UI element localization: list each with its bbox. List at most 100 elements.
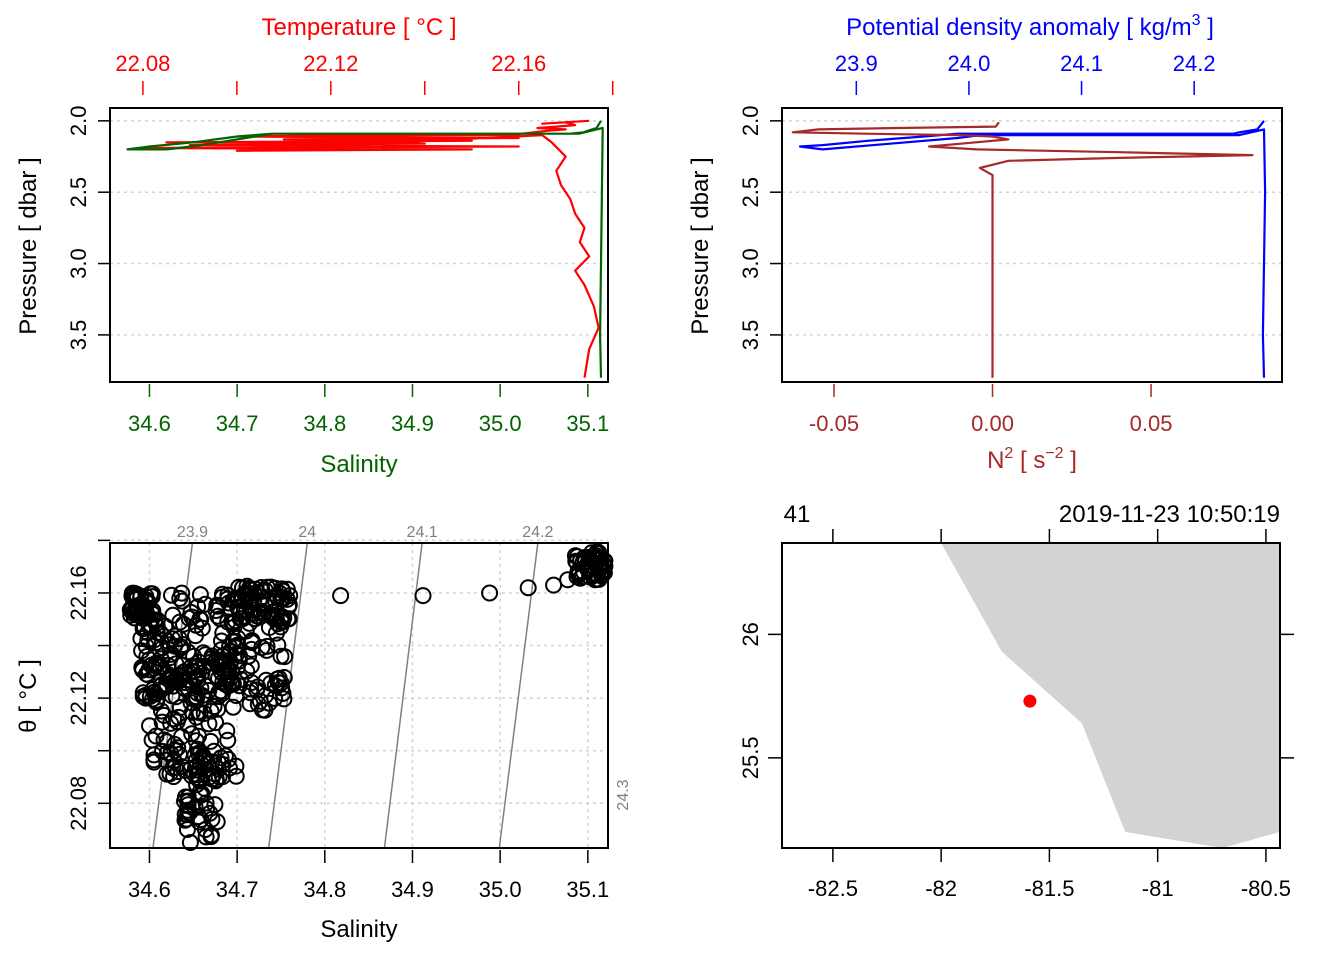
tick-label-pressure: 2.5 <box>66 177 91 208</box>
salinity-axis-title: Salinity <box>320 451 397 478</box>
tick-label-pressure: 2.5 <box>738 177 763 208</box>
plot-frame <box>781 107 1283 383</box>
data-point <box>208 813 226 831</box>
isopycnal-label: 24.3 <box>615 779 632 810</box>
tick-label-n2: 0.00 <box>971 411 1014 436</box>
tick-label-theta: 22.08 <box>66 776 91 831</box>
data-point <box>174 678 192 696</box>
temperature-axis-title: Temperature [ °C ] <box>262 14 457 41</box>
data-point <box>247 580 264 598</box>
data-point <box>178 821 196 838</box>
data-point <box>574 554 592 572</box>
tick-label-density: 24.1 <box>1060 51 1103 76</box>
data-point <box>242 657 260 675</box>
data-point <box>145 753 163 771</box>
data-point <box>274 612 292 630</box>
tick-label-salinity: 34.8 <box>303 877 346 902</box>
salinity-axis-title: Salinity <box>320 916 397 943</box>
data-point <box>210 768 228 786</box>
isopycnal-label: 24.1 <box>407 524 438 541</box>
data-point <box>545 576 563 594</box>
tick-label-longitude: -81.5 <box>1024 876 1074 901</box>
data-point <box>133 658 151 676</box>
data-point <box>190 808 207 826</box>
station-marker <box>1023 694 1037 708</box>
data-point <box>164 606 182 624</box>
data-point <box>332 587 350 605</box>
data-point <box>579 560 597 578</box>
tick-label-density: 23.9 <box>835 51 878 76</box>
station-time-label: 2019-11-23 10:50:19 <box>1059 501 1280 528</box>
data-point <box>138 648 156 665</box>
data-point <box>242 680 260 698</box>
data-point <box>237 622 255 640</box>
data-point <box>166 736 184 753</box>
data-point <box>194 644 212 662</box>
tick-label-n2: -0.05 <box>809 411 859 436</box>
land-polygon <box>941 543 1280 848</box>
isopycnal-label: 24.2 <box>522 524 553 541</box>
data-point <box>206 796 224 814</box>
data-point <box>414 587 432 605</box>
data-point <box>281 587 299 605</box>
panel-salinity-temperature: Temperature [ °C ] 22.08 22.12 22.16 34.6 34… <box>15 14 614 478</box>
data-point <box>173 758 191 776</box>
data-point <box>175 615 192 633</box>
plot-frame <box>781 542 1281 849</box>
tick-label-pressure: 3.0 <box>738 248 763 279</box>
data-point <box>216 747 234 765</box>
tick-label-theta: 22.16 <box>66 565 91 620</box>
data-point <box>209 597 227 615</box>
tick-label-pressure: 2.0 <box>66 106 91 137</box>
data-point <box>213 632 230 650</box>
series-line-temperature <box>141 119 600 378</box>
tick-label-density: 24.0 <box>948 51 991 76</box>
data-point <box>153 713 171 731</box>
panel-station-map: -82.5 -82 -81.5 -81 -80.5 25.5 26 41 2019-11-2… <box>738 501 1294 901</box>
data-point <box>188 776 206 794</box>
data-point <box>227 757 245 775</box>
data-point <box>276 648 294 666</box>
tick-label-n2: 0.05 <box>1130 411 1173 436</box>
data-point <box>176 761 194 779</box>
data-point <box>211 654 229 672</box>
tick-label-pressure: 3.5 <box>738 320 763 351</box>
data-point <box>196 779 214 797</box>
data-point <box>174 636 192 653</box>
data-point <box>137 587 155 605</box>
data-point <box>273 589 291 607</box>
tick-label-salinity: 35.0 <box>479 411 522 436</box>
data-point <box>260 694 278 712</box>
n2-axis-title: N2 [ s−2 ] <box>987 445 1077 474</box>
data-point <box>122 606 140 624</box>
tick-label-salinity: 35.1 <box>566 411 609 436</box>
isopycnal-line <box>267 543 309 848</box>
tick-label-salinity: 34.7 <box>216 411 259 436</box>
data-point <box>155 731 173 749</box>
series-line-salinity <box>126 120 604 378</box>
tick-label-density: 24.2 <box>1173 51 1216 76</box>
panel-density-n2: Potential density anomaly [ kg/m3 ] 23.9… <box>687 12 1283 474</box>
tick-label-theta: 22.12 <box>66 671 91 726</box>
plot-frame <box>109 107 609 383</box>
pressure-axis-title: Pressure [ dbar ] <box>15 157 42 334</box>
data-point <box>173 584 191 602</box>
data-point <box>190 661 208 679</box>
data-point <box>203 753 221 771</box>
data-point <box>275 669 293 686</box>
data-point <box>193 687 211 704</box>
data-point <box>218 722 236 740</box>
series-line-density <box>798 120 1267 378</box>
data-point <box>142 656 160 674</box>
data-point <box>141 717 158 735</box>
data-point <box>139 631 157 649</box>
data-point <box>165 672 183 690</box>
isopycnal-line <box>383 543 423 848</box>
data-point <box>147 693 165 711</box>
tick-label-latitude: 26 <box>738 622 763 646</box>
data-point <box>260 619 278 636</box>
data-point <box>210 688 227 705</box>
tick-label-temperature: 22.12 <box>303 51 358 76</box>
tick-label-salinity: 34.7 <box>216 877 259 902</box>
